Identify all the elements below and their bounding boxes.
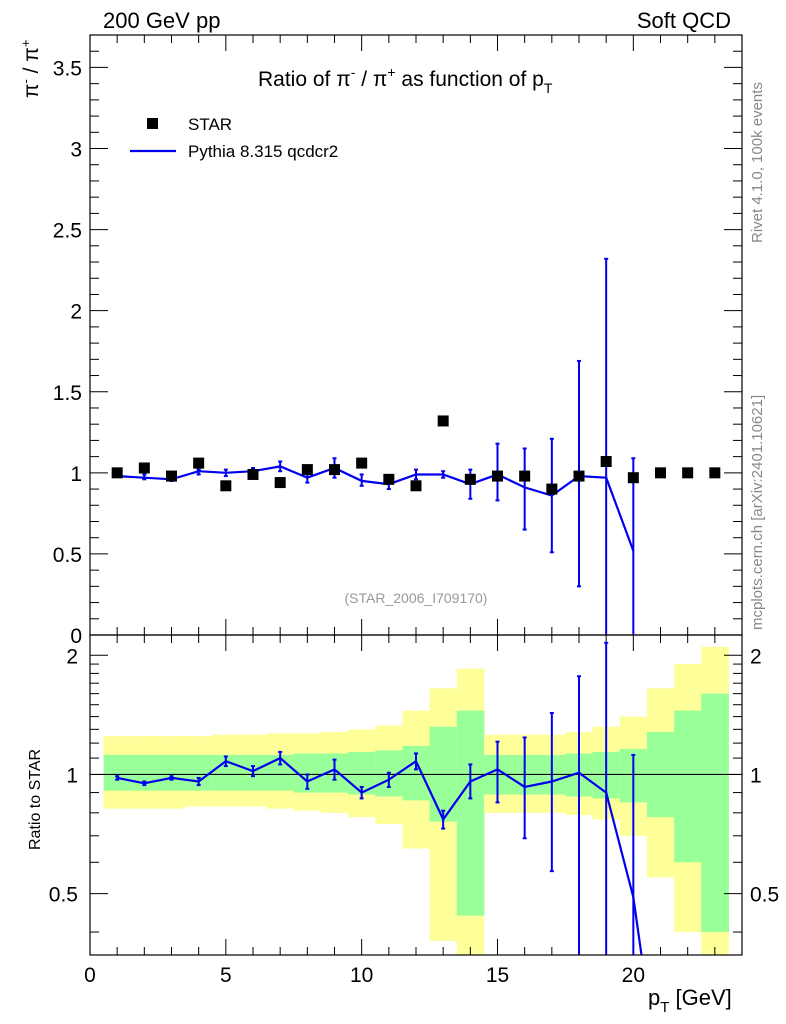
star-marker [301, 464, 313, 476]
bottom-ylabel: Ratio to STAR [27, 749, 44, 850]
band-inner [103, 754, 132, 791]
star-marker [274, 477, 286, 489]
band-inner [701, 693, 729, 933]
star-marker [329, 464, 340, 476]
top-ytick-label: 3 [70, 139, 82, 162]
star-marker [220, 480, 232, 492]
top-ytick-label: 1.5 [53, 382, 82, 405]
legend-label-star: STAR [188, 115, 232, 134]
star-marker [682, 467, 694, 479]
star-marker [600, 455, 612, 467]
top-title: Ratio of π- / π+ as function of pT [258, 64, 553, 96]
mc-line [117, 465, 635, 552]
bottom-ytick-label-right: 1 [750, 764, 762, 787]
star-marker [519, 470, 531, 482]
xtick-label: 20 [622, 964, 645, 987]
header-collision: 200 GeV pp [103, 8, 220, 33]
band-inner [674, 710, 702, 863]
xtick-label: 5 [220, 964, 232, 987]
star-marker [166, 470, 177, 482]
legend: STAR Pythia 8.315 qcdcr2 [130, 115, 338, 161]
star-marker [247, 468, 259, 480]
rivet-label: Rivet 4.1.0, 100k events [749, 82, 766, 243]
xtick-label: 0 [84, 964, 96, 987]
star-marker [111, 467, 123, 479]
star-marker [410, 480, 422, 492]
star-marker [492, 470, 503, 482]
star-marker [546, 483, 558, 495]
bottom-ytick-label: 2 [66, 645, 78, 668]
star-marker [709, 467, 721, 479]
xtick-label: 10 [350, 964, 373, 987]
top-ytick-label: 0.5 [53, 544, 82, 567]
star-marker [193, 457, 205, 469]
header-category: Soft QCD [637, 8, 731, 33]
star-marker [437, 415, 449, 427]
star-marker [356, 457, 368, 469]
xtick-label: 15 [486, 964, 509, 987]
mcplots-label: mcplots.cern.ch [arXiv:2401.10621] [749, 395, 766, 630]
legend-label-mc: Pythia 8.315 qcdcr2 [188, 142, 338, 161]
band-inner [157, 754, 186, 791]
star-marker [383, 473, 395, 485]
star-marker [655, 467, 666, 479]
bottom-series [115, 641, 643, 956]
star-marker [627, 472, 639, 484]
bottom-ytick-label: 0.5 [49, 884, 78, 907]
xaxis-label: pT [GeV] [648, 985, 732, 1016]
band-inner [456, 710, 485, 916]
bottom-ytick-label-right: 0.5 [750, 884, 779, 907]
ratio-line [116, 756, 643, 956]
bottom-ytick-label-right: 2 [750, 645, 762, 668]
top-ytick-label: 3.5 [53, 57, 82, 80]
top-ytick-label: 1 [70, 463, 82, 486]
top-ytick-label: 2.5 [53, 220, 82, 243]
legend-marker-star [147, 118, 158, 129]
star-marker [464, 473, 476, 485]
star-marker [573, 470, 585, 482]
top-panel: 0 0.5 1 1.5 2 2.5 3 3.5 Ratio of π- / π+ as fun… [18, 34, 743, 648]
top-ytick-label: 2 [70, 301, 82, 324]
bottom-frame [89, 634, 743, 956]
bottom-ticks: 0.5 0.51 12 20 5 10 15 20 [49, 635, 779, 987]
star-marker [138, 462, 150, 474]
top-ytick-label: 0 [70, 625, 82, 648]
bottom-panel: 0.5 0.51 12 20 5 10 15 20 Ratio to STAR pT [GeV… [27, 634, 779, 1016]
analysis-annotation: (STAR_2006_I709170) [345, 590, 488, 606]
top-ylabel: π- / π+ [18, 40, 43, 98]
top-series [111, 257, 721, 635]
bottom-ytick-label: 1 [66, 764, 78, 787]
